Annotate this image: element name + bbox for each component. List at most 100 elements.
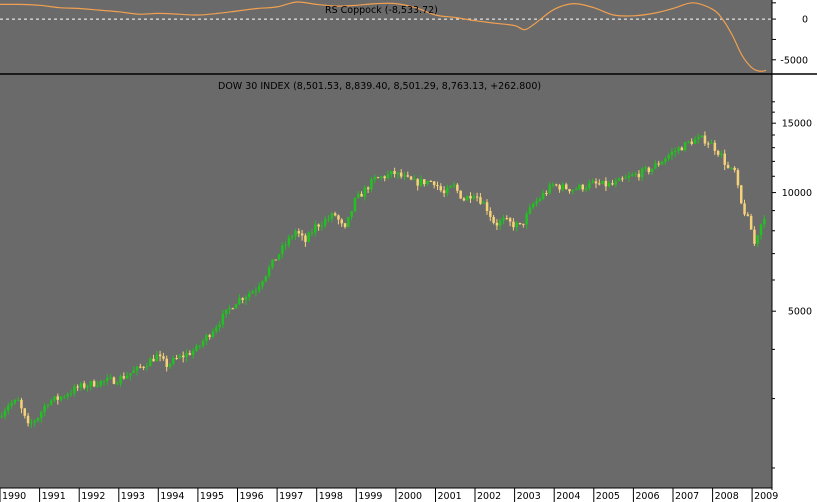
candle-down <box>479 197 482 204</box>
candle-up <box>234 304 238 309</box>
candle-up <box>59 396 63 400</box>
candle-up <box>145 366 149 368</box>
candle-up <box>386 174 390 179</box>
candle-up <box>281 245 284 255</box>
coppock-series-line <box>0 1 767 72</box>
candle-up <box>700 135 703 138</box>
candle-down <box>545 193 548 194</box>
candle-down <box>56 396 59 400</box>
candle-up <box>43 406 46 412</box>
candle-up <box>215 327 218 332</box>
candle-down <box>139 366 142 368</box>
x-tick-label: 2002 <box>477 491 501 502</box>
candle-up <box>221 314 225 325</box>
candle-up <box>195 345 198 351</box>
candle-up <box>548 184 551 194</box>
candle-down <box>112 377 116 384</box>
candle-up <box>353 198 357 212</box>
candle-up <box>284 244 287 246</box>
candle-down <box>555 184 558 186</box>
candle-down <box>340 219 343 224</box>
candle-up <box>756 235 759 244</box>
candle-down <box>522 223 525 225</box>
candle-up <box>16 399 20 401</box>
candle-up <box>452 184 456 187</box>
candle-up <box>36 417 40 421</box>
candle-down <box>749 216 753 230</box>
x-tick-label: 2001 <box>438 491 462 502</box>
candle-up <box>532 204 535 208</box>
candle-up <box>528 207 532 214</box>
x-tick-label: 1991 <box>42 491 66 502</box>
candle-up <box>650 168 654 172</box>
candle-up <box>125 375 129 379</box>
candle-up <box>320 225 324 227</box>
candle-down <box>723 153 726 165</box>
candle-up <box>129 373 132 376</box>
candle-down <box>175 358 178 359</box>
candle-down <box>432 181 436 186</box>
x-tick-label: 1993 <box>121 491 145 502</box>
candle-up <box>46 404 50 406</box>
candle-down <box>716 151 720 155</box>
candle-down <box>208 335 211 337</box>
price-y-tick-label: 15000 <box>782 119 812 130</box>
candle-up <box>466 195 469 201</box>
candle-up <box>277 254 281 260</box>
candle-down <box>611 183 614 185</box>
y-axis-panel <box>772 0 817 490</box>
candle-up <box>730 167 733 169</box>
candle-down <box>565 184 568 190</box>
candle-down <box>604 180 608 187</box>
candle-down <box>26 415 30 424</box>
candle-up <box>79 383 83 388</box>
x-axis-panel <box>0 488 817 502</box>
candle-down <box>489 211 492 217</box>
candle-down <box>162 356 165 359</box>
candle-up <box>53 396 56 401</box>
candle-up <box>588 183 591 189</box>
candle-up <box>396 172 400 175</box>
candle-up <box>710 142 713 144</box>
candle-down <box>23 408 26 416</box>
candle-up <box>264 275 268 282</box>
candle-up <box>0 416 3 418</box>
coppock-y-tick-label: -5000 <box>780 55 808 66</box>
candle-up <box>614 181 617 185</box>
candle-up <box>660 161 664 165</box>
x-tick-label: 1995 <box>200 491 224 502</box>
candle-up <box>224 309 228 314</box>
candle-up <box>172 358 175 364</box>
candle-up <box>578 184 581 189</box>
candle-up <box>13 400 17 404</box>
candle-up <box>380 176 383 178</box>
candle-up <box>3 410 7 417</box>
candle-up <box>102 380 106 382</box>
candle-up <box>244 296 248 300</box>
candle-down <box>594 181 598 184</box>
candle-up <box>763 218 766 225</box>
candle-down <box>360 193 363 197</box>
candle-down <box>462 198 466 201</box>
candle-up <box>571 190 575 192</box>
candle-down <box>495 222 499 226</box>
candle-down <box>429 181 433 182</box>
candle-down <box>409 176 413 180</box>
candle-up <box>198 345 201 347</box>
candle-up <box>178 355 182 358</box>
candle-up <box>66 394 69 397</box>
candle-down <box>142 366 145 368</box>
candle-up <box>674 151 677 152</box>
x-tick-label: 1997 <box>279 491 303 502</box>
candle-up <box>403 175 406 177</box>
candle-down <box>568 189 571 192</box>
candle-down <box>621 178 624 180</box>
candle-up <box>10 403 13 406</box>
candle-down <box>231 308 234 310</box>
candle-up <box>631 174 634 176</box>
candle-down <box>122 376 126 379</box>
candle-down <box>241 298 244 300</box>
price-y-tick-label: 5000 <box>788 307 812 318</box>
